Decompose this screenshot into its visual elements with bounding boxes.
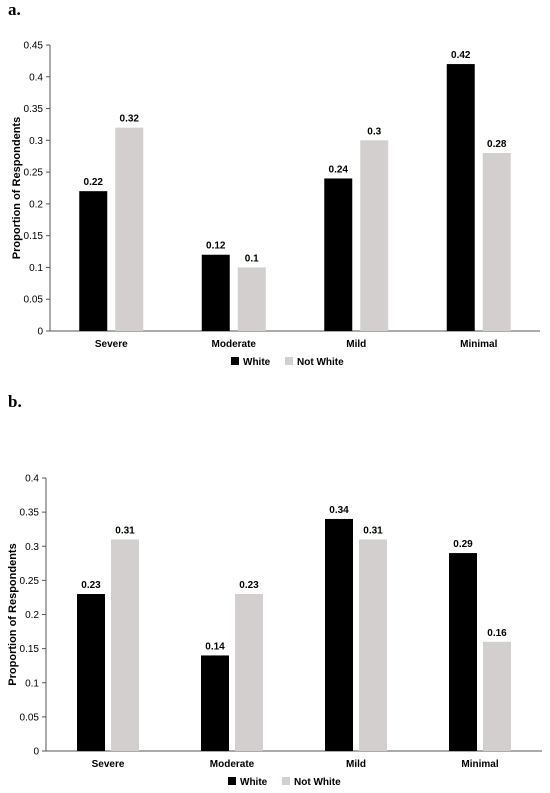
category-label: Mild (346, 759, 366, 770)
y-tick-label: 0.3 (25, 542, 39, 553)
bar-white (77, 594, 105, 751)
category-label: Mild (346, 339, 366, 350)
data-label: 0.24 (329, 164, 349, 175)
data-label: 0.3 (367, 126, 381, 137)
legend-swatch-white (231, 357, 239, 365)
y-tick-label: 0.3 (29, 136, 43, 147)
data-label: 0.28 (487, 139, 507, 150)
bar-not-white (237, 267, 266, 331)
bar-not-white (360, 140, 389, 331)
legend-swatch-white (228, 777, 236, 785)
data-label: 0.12 (206, 241, 226, 252)
data-label: 0.14 (205, 641, 225, 652)
y-tick-label: 0.4 (29, 72, 43, 83)
bar-white (79, 191, 108, 331)
bar-white (324, 178, 353, 331)
category-label: Severe (95, 339, 128, 350)
legend-swatch-not-white (282, 777, 290, 785)
data-label: 0.22 (84, 177, 104, 188)
category-label: Severe (92, 759, 125, 770)
y-tick-label: 0 (33, 747, 39, 758)
y-tick-label: 0.1 (29, 263, 43, 274)
data-label: 0.42 (451, 50, 471, 61)
y-axis-title: Proportion of Respondents (7, 543, 19, 685)
data-label: 0.32 (120, 114, 140, 125)
data-label: 0.16 (487, 628, 507, 639)
y-tick-label: 0 (37, 327, 43, 338)
y-tick-label: 0.2 (25, 610, 39, 621)
panel-label-a: a. (8, 0, 21, 19)
category-label: Moderate (210, 759, 255, 770)
y-axis-title: Proportion of Respondents (11, 117, 23, 259)
data-label: 0.31 (115, 525, 135, 536)
y-tick-label: 0.15 (20, 644, 40, 655)
y-tick-label: 0.25 (20, 576, 40, 587)
y-tick-label: 0.15 (24, 231, 44, 242)
bar-not-white (235, 594, 263, 751)
y-tick-label: 0.2 (29, 199, 43, 210)
bar-not-white (115, 127, 144, 331)
bar-not-white (482, 153, 511, 331)
bar-not-white (359, 539, 387, 751)
bar-white (201, 254, 230, 331)
data-label: 0.23 (81, 580, 101, 591)
chart-a: 0 0.05 0.1 0.15 0.2 0.25 0.3 0.35 0.4 0.45 Proport… (11, 41, 540, 368)
bar-white (446, 64, 475, 332)
legend-label-not-white: Not White (294, 777, 341, 788)
y-tick-label: 0.25 (24, 168, 44, 179)
y-tick-label: 0.35 (24, 104, 44, 115)
category-label: Minimal (461, 759, 498, 770)
legend-swatch-not-white (285, 357, 293, 365)
bar-white (201, 655, 229, 751)
y-tick-label: 0.05 (24, 295, 44, 306)
y-tick-label: 0.45 (24, 41, 44, 52)
panel-label-b: b. (8, 392, 22, 411)
data-label: 0.34 (329, 505, 349, 516)
bar-not-white (483, 641, 511, 751)
data-label: 0.1 (245, 253, 259, 264)
bar-not-white (111, 539, 139, 751)
category-label: Moderate (212, 339, 257, 350)
chart-b: 0 0.05 0.1 0.15 0.2 0.25 0.3 0.35 0.4 Proportion … (7, 474, 542, 788)
bar-white (449, 553, 477, 751)
legend-label-white: White (240, 777, 268, 788)
bar-white (325, 518, 353, 751)
y-tick-label: 0.35 (20, 508, 40, 519)
legend-label-not-white: Not White (297, 357, 344, 368)
data-label: 0.29 (453, 539, 473, 550)
data-label: 0.23 (239, 580, 259, 591)
legend-label-white: White (243, 357, 271, 368)
y-tick-label: 0.1 (25, 678, 39, 689)
y-tick-label: 0.05 (20, 712, 40, 723)
data-label: 0.31 (363, 525, 383, 536)
y-tick-label: 0.4 (25, 474, 39, 485)
category-label: Minimal (460, 339, 497, 350)
